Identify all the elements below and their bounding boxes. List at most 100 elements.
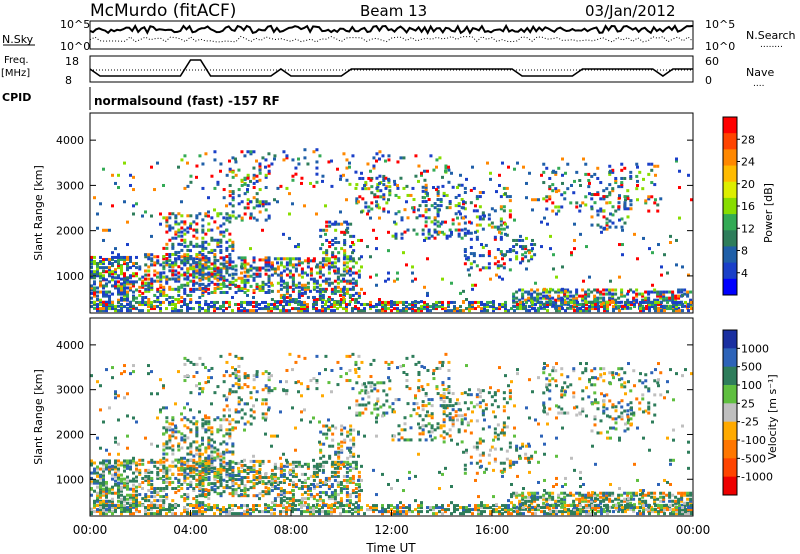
range-gate-cell [584, 292, 588, 296]
range-gate-cell [390, 309, 393, 313]
range-gate-cell [177, 448, 181, 452]
range-gate-cell [138, 265, 142, 269]
range-gate-cell [321, 279, 325, 283]
range-gate-cell [578, 501, 582, 505]
range-gate-cell [481, 254, 485, 258]
range-gate-cell [650, 168, 654, 172]
range-gate-cell [117, 309, 120, 313]
range-gate-cell [156, 476, 160, 480]
range-gate-cell [225, 300, 228, 304]
range-gate-cell [463, 417, 467, 421]
range-gate-cell [361, 383, 365, 387]
range-gate-cell [528, 305, 531, 309]
range-gate-cell [150, 495, 154, 499]
range-gate-cell [159, 300, 162, 304]
range-gate-cell [515, 444, 519, 448]
range-gate-cell [255, 370, 259, 374]
range-gate-cell [349, 446, 353, 450]
range-gate-cell [345, 491, 349, 495]
nsky-line [89, 23, 694, 35]
range-gate-cell [602, 495, 606, 499]
range-gate-cell [279, 466, 283, 470]
range-gate-cell [237, 484, 241, 488]
range-gate-cell [608, 298, 612, 302]
range-gate-cell [546, 300, 549, 304]
range-gate-cell [264, 158, 268, 162]
range-gate-cell [420, 171, 423, 175]
range-gate-cell [442, 191, 446, 195]
range-gate-cell [231, 476, 235, 480]
range-gate-cell [111, 473, 114, 477]
range-gate-cell [618, 194, 621, 198]
range-gate-cell [249, 408, 253, 412]
range-gate-cell [216, 180, 220, 184]
range-gate-cell [162, 466, 166, 470]
range-gate-cell [120, 304, 123, 308]
range-gate-cell [629, 207, 633, 211]
range-gate-cell [96, 465, 99, 469]
range-gate-cell [466, 268, 470, 272]
range-gate-cell [267, 376, 271, 380]
range-gate-cell [351, 240, 354, 244]
range-gate-cell [451, 422, 455, 426]
range-gate-cell [539, 306, 543, 310]
range-gate-cell [255, 300, 258, 304]
range-gate-cell [258, 171, 262, 175]
range-gate-cell [584, 294, 588, 298]
range-gate-cell [252, 476, 256, 480]
range-gate-cell [531, 208, 534, 212]
range-gate-cell [270, 283, 274, 287]
range-gate-cell [144, 300, 147, 304]
range-gate-cell [357, 470, 361, 474]
range-gate-cell [645, 307, 648, 311]
range-gate-cell [447, 305, 450, 309]
range-gate-cell [195, 430, 199, 434]
range-gate-cell [294, 269, 298, 273]
range-gate-cell [351, 154, 355, 158]
range-gate-cell [210, 216, 214, 220]
range-gate-cell [99, 298, 102, 302]
range-gate-cell [369, 275, 372, 279]
range-gate-cell [496, 433, 500, 437]
range-gate-cell [264, 262, 268, 266]
range-gate-cell [183, 497, 187, 501]
range-gate-cell [171, 416, 175, 420]
range-gate-cell [243, 374, 247, 378]
range-gate-cell [508, 397, 512, 401]
range-gate-cell [432, 302, 435, 306]
range-gate-cell [297, 245, 300, 249]
range-gate-cell [632, 300, 636, 304]
range-gate-cell [273, 269, 277, 273]
range-gate-cell [334, 228, 338, 232]
range-gate-cell [650, 290, 654, 294]
range-gate-cell [180, 300, 184, 304]
range-gate-cell [102, 309, 105, 313]
range-gate-cell [279, 468, 283, 472]
range-gate-cell [642, 177, 645, 181]
range-gate-cell [403, 428, 407, 432]
range-gate-cell [267, 262, 271, 266]
range-gate-cell [213, 264, 217, 268]
range-gate-cell [508, 465, 512, 469]
range-gate-cell [363, 183, 366, 187]
range-gate-cell [573, 305, 576, 309]
range-gate-cell [219, 232, 223, 236]
range-gate-cell [306, 485, 310, 489]
range-gate-cell [355, 411, 359, 415]
range-gate-cell [282, 468, 286, 472]
range-gate-cell [153, 263, 157, 267]
range-gate-cell [255, 218, 259, 222]
range-gate-cell [453, 307, 456, 311]
range-gate-cell [581, 288, 585, 292]
range-gate-cell [680, 300, 684, 304]
range-gate-cell [629, 507, 633, 511]
range-gate-cell [159, 302, 162, 306]
range-gate-cell [294, 285, 298, 289]
range-gate-cell [231, 295, 234, 299]
range-gate-cell [192, 497, 196, 501]
range-gate-cell [255, 198, 259, 202]
range-gate-cell [681, 309, 684, 313]
range-gate-cell [348, 161, 351, 165]
range-gate-cell [650, 195, 654, 199]
range-gate-cell [373, 195, 377, 199]
